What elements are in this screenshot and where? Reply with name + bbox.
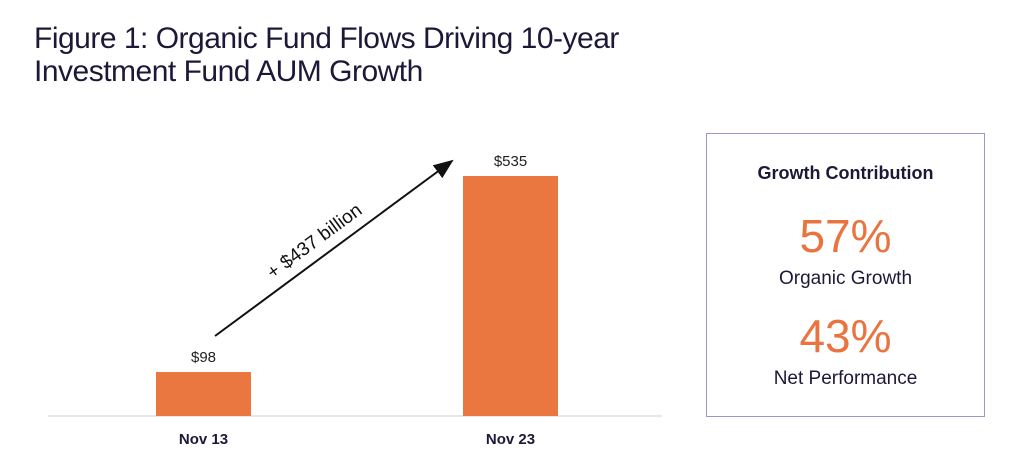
title-line-2: Investment Fund AUM Growth [34, 55, 423, 88]
bar-nov-13 [156, 372, 251, 416]
organic-growth-value: 57% [799, 210, 892, 262]
data-label: $535 [494, 153, 527, 170]
organic-growth-label: Organic Growth [778, 268, 913, 289]
data-label: $98 [191, 349, 216, 366]
growth-contribution-panel: Growth Contribution 57% Organic Growth 4… [706, 133, 985, 417]
figure-title: Figure 1: Organic Fund Flows Driving 10-… [34, 22, 619, 88]
x-tick-label: Nov 13 [179, 431, 228, 448]
title-line-1: Figure 1: Organic Fund Flows Driving 10-… [34, 22, 619, 55]
net-performance-value: 43% [799, 310, 892, 362]
x-tick-label: Nov 23 [486, 431, 535, 448]
bar-nov-23 [463, 176, 558, 416]
growth-arrow [214, 159, 454, 337]
net-performance-label: Net Performance [773, 368, 918, 389]
growth-annotation: + $437 billion [263, 200, 366, 284]
panel-title: Growth Contribution [757, 163, 934, 183]
